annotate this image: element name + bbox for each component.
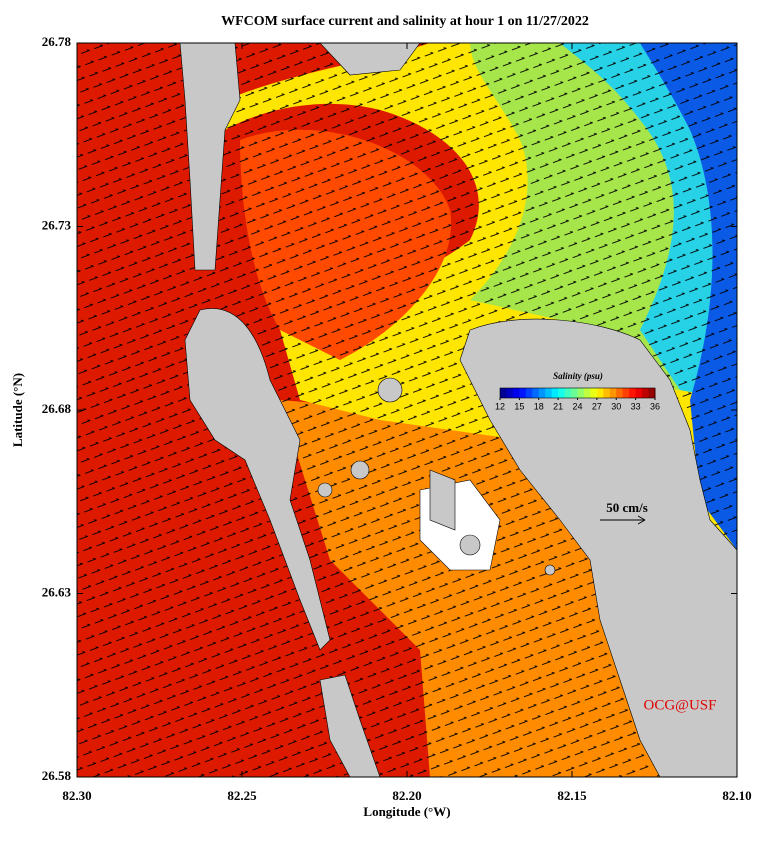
colorbar-swatch — [583, 388, 591, 398]
x-tick-label: 82.25 — [227, 788, 257, 803]
colorbar-swatch — [525, 388, 533, 398]
x-tick-label: 82.30 — [62, 788, 91, 803]
scale-arrow-head — [637, 515, 646, 525]
colorbar-swatch — [635, 388, 643, 398]
x-axis-label: Longitude (°W) — [363, 804, 450, 819]
colorbar-swatch — [564, 388, 572, 398]
y-tick-label: 26.68 — [42, 401, 72, 416]
colorbar-swatch — [622, 388, 630, 398]
colorbar: 12 15 18 21 24 27 30 33 36 — [495, 387, 660, 411]
colorbar-swatch — [519, 388, 527, 398]
y-tick-label: 26.58 — [42, 768, 72, 783]
colorbar-swatch — [506, 388, 514, 398]
x-tick-label: 82.20 — [392, 788, 421, 803]
colorbar-swatch — [616, 388, 624, 398]
x-tick-label: 82.10 — [722, 788, 751, 803]
colorbar-swatch — [551, 388, 559, 398]
colorbar-swatch — [603, 388, 611, 398]
y-tick-label: 26.73 — [42, 217, 72, 232]
colorbar-tick-label: 21 — [553, 401, 563, 411]
colorbar-swatch — [609, 388, 617, 398]
colorbar-swatch — [577, 388, 585, 398]
colorbar-label: Salinity (psu) — [553, 371, 603, 381]
y-tick-label: 26.63 — [42, 584, 72, 599]
colorbar-tick-label: 24 — [572, 401, 582, 411]
colorbar-swatch — [629, 388, 637, 398]
y-tick-label: 26.78 — [42, 34, 72, 49]
colorbar-swatch — [558, 388, 566, 398]
colorbar-swatch — [545, 388, 553, 398]
colorbar-swatch — [596, 388, 604, 398]
colorbar-tick-label: 27 — [592, 401, 602, 411]
colorbar-tick-label: 33 — [631, 401, 641, 411]
colorbar-swatch — [532, 388, 540, 398]
credit: OCG@USF — [643, 697, 716, 713]
colorbar-tick-label: 12 — [495, 401, 505, 411]
map-title: WFCOM surface current and salinity at ho… — [221, 14, 589, 29]
colorbar-swatch — [590, 388, 598, 398]
y-axis-label: Latitude (°N) — [10, 373, 25, 447]
colorbar-swatch — [648, 388, 656, 398]
colorbar-swatch — [538, 388, 546, 398]
colorbar-tick-label: 30 — [611, 401, 621, 411]
colorbar-swatch — [512, 388, 520, 398]
salinity-field — [77, 43, 737, 777]
colorbar-swatch — [500, 388, 507, 398]
colorbar-tick-label: 18 — [534, 401, 544, 411]
colorbar-swatch — [642, 388, 650, 398]
scale-label: 50 cm/s — [606, 500, 648, 515]
colorbar-tick-label: 15 — [514, 401, 524, 411]
colorbar-tick-label: 36 — [650, 401, 660, 411]
colorbar-swatch — [571, 388, 578, 398]
x-tick-label: 82.15 — [557, 788, 587, 803]
